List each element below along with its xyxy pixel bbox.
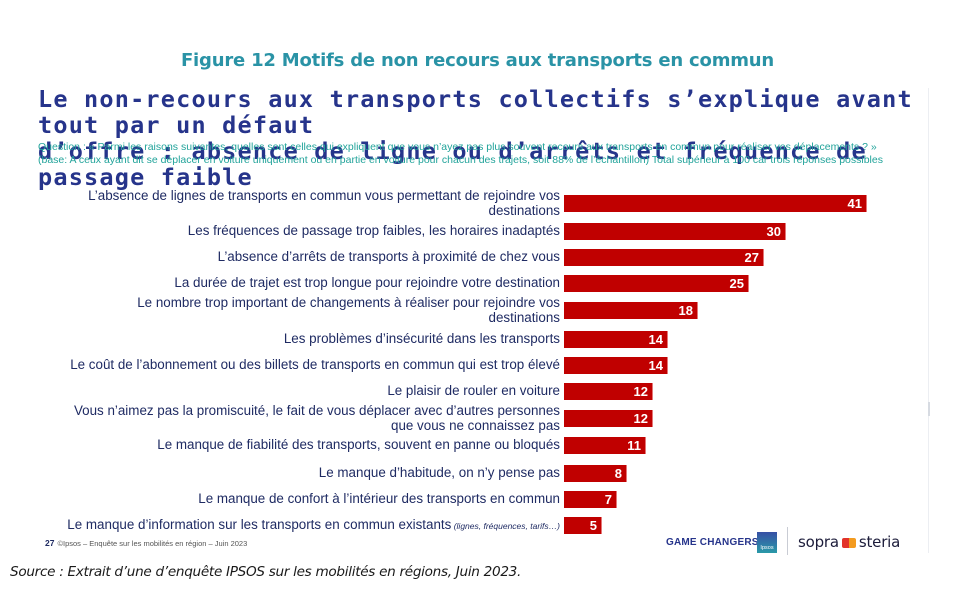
bar: 5	[564, 517, 602, 534]
category-label-note: (lignes, fréquences, tarifs…)	[451, 521, 560, 532]
chart-headline: Le non-recours aux transports collectifs…	[38, 86, 938, 190]
game-changers-logo: GAME CHANGERS	[666, 537, 759, 548]
category-label-line: Le nombre trop important de changements …	[137, 294, 560, 310]
bar: 30	[564, 223, 786, 240]
category-label-line: que vous ne connaissez pas	[391, 418, 560, 433]
bar: 12	[564, 383, 653, 400]
bar: 25	[564, 275, 749, 292]
category-label-line: Le manque d’habitude, on n’y pense pas	[318, 465, 560, 481]
headline-line-1: Le non-recours aux transports collectifs…	[38, 85, 913, 139]
sopra-text: sopra	[798, 533, 839, 551]
category-label: Le manque d’habitude, on n’y pense pas	[319, 465, 560, 481]
category-label-line: Le coût de l’abonnement ou des billets d…	[70, 357, 560, 373]
category-label-line: destinations	[488, 310, 560, 325]
bar-value-label: 25	[729, 276, 744, 291]
category-label-line: L’absence d’arrêts de transports à proxi…	[217, 249, 560, 265]
bar: 12	[564, 410, 653, 427]
sopra-steria-mark-icon	[841, 537, 856, 548]
bar-value-label: 18	[678, 303, 693, 318]
category-label-line: Les problèmes d’insécurité dans les tran…	[283, 331, 560, 347]
bar-value-label: 7	[604, 492, 612, 507]
category-label-line: Le manque de fiabilité des transports, s…	[157, 437, 560, 453]
bar-value-label: 12	[633, 384, 648, 399]
category-label-line: destinations	[488, 203, 560, 218]
bar-value-label: 14	[648, 332, 663, 347]
bar-value-label: 14	[648, 358, 663, 373]
category-label-line: Le manque d’information sur les transpor…	[67, 517, 560, 533]
bar-value-label: 30	[766, 224, 781, 239]
bar: 8	[564, 465, 627, 482]
bar: 14	[564, 357, 668, 374]
category-label: Le manque de fiabilité des transports, s…	[157, 437, 560, 453]
bar: 27	[564, 249, 764, 266]
category-label: L’absence de lignes de transports en com…	[88, 188, 560, 219]
bar-value-label: 11	[627, 438, 641, 453]
survey-question: Question : « Parmi les raisons suivantes…	[38, 141, 883, 166]
sopra-steria-logo: sopra steria	[798, 533, 900, 551]
slide-divider-mark	[928, 402, 930, 416]
bar: 18	[564, 302, 698, 319]
page-number: 27	[45, 538, 55, 548]
category-label: L’absence d’arrêts de transports à proxi…	[218, 249, 560, 265]
category-label-line: La durée de trajet est trop longue pour …	[174, 275, 560, 291]
category-label: Le plaisir de rouler en voiture	[387, 383, 560, 399]
bar-value-label: 27	[744, 250, 759, 265]
bar-value-label: 41	[847, 196, 862, 211]
figure-title: Figure 12 Motifs de non recours aux tran…	[180, 50, 775, 71]
category-label-line: Le plaisir de rouler en voiture	[387, 383, 560, 399]
bar-value-label: 12	[633, 411, 648, 426]
category-label: Les fréquences de passage trop faibles, …	[188, 223, 560, 239]
headline-line-2: d’offre : absence de ligne ou d’arrêts e…	[38, 137, 867, 191]
footer-note: ©Ipsos – Enquête sur les mobilités en ré…	[57, 539, 248, 548]
category-label: Le coût de l’abonnement ou des billets d…	[70, 357, 560, 373]
category-label: Le manque d’information sur les transpor…	[67, 517, 560, 535]
steria-text: steria	[858, 533, 901, 551]
source-caption: Source : Extrait d’une d’enquête IPSOS s…	[10, 564, 522, 580]
category-label-line: Le manque de confort à l’intérieur des t…	[198, 491, 560, 507]
bar: 11	[564, 437, 646, 454]
category-label-line: L’absence de lignes de transports en com…	[88, 187, 560, 203]
bar-value-label: 5	[589, 518, 597, 533]
category-label-line: Vous n’aimez pas la promiscuité, le fait…	[73, 402, 560, 418]
category-label: Le manque de confort à l’intérieur des t…	[198, 491, 560, 507]
category-label: La durée de trajet est trop longue pour …	[174, 275, 560, 291]
category-label-line: Les fréquences de passage trop faibles, …	[187, 223, 560, 239]
bar-chart: 41 L’absence de lignes de transports en c…	[0, 185, 955, 545]
bar: 14	[564, 331, 668, 348]
bar: 41	[564, 195, 867, 212]
slide-divider	[928, 88, 929, 553]
category-label: Le nombre trop important de changements …	[137, 295, 560, 326]
bar: 7	[564, 491, 617, 508]
ipsos-logo: Ipsos	[757, 532, 777, 553]
slide-footer: 27 ©Ipsos – Enquête sur les mobilités en …	[45, 538, 247, 548]
logo-separator	[787, 527, 788, 555]
category-label: Les problèmes d’insécurité dans les tran…	[284, 331, 560, 347]
category-label: Vous n’aimez pas la promiscuité, le fait…	[74, 403, 560, 434]
bar-value-label: 8	[614, 466, 622, 481]
